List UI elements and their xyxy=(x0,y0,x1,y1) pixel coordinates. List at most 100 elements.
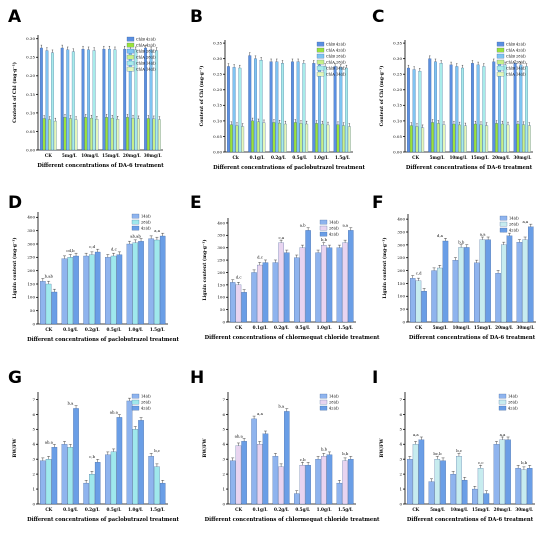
legend-label: 28(d) xyxy=(141,221,151,225)
x-tick-label: 1.5g/L xyxy=(150,507,165,512)
legend-label: ChlA 28(d) xyxy=(506,61,526,65)
bar xyxy=(336,124,340,153)
bar xyxy=(521,469,527,505)
bar xyxy=(348,230,354,323)
bar xyxy=(315,459,321,505)
panel-letter: F xyxy=(372,193,384,213)
legend-label: ChlB 14(d) xyxy=(136,62,156,66)
significance-label: a,b xyxy=(300,222,306,227)
panel-a: A 0.00 0.05 0.10 0.15 0.20 0.25 0.30 CK 5mg/L 10mg… xyxy=(8,7,164,169)
bar xyxy=(522,124,526,153)
bar xyxy=(407,459,413,505)
legend-swatch xyxy=(126,36,135,42)
legend-label: ChlA 28(d) xyxy=(136,56,156,60)
bar xyxy=(452,123,456,153)
y-tick-label: 400 xyxy=(27,215,35,220)
legend-swatch xyxy=(131,393,140,399)
y-tick-label: 4 xyxy=(32,442,35,447)
x-tick-label: 0.1g/L xyxy=(63,327,78,332)
bar xyxy=(278,122,282,153)
bar xyxy=(418,70,422,153)
y-tick-label: 0.00 xyxy=(213,149,222,154)
legend: 14(d) 28(d) 42(d) xyxy=(499,215,519,233)
bar xyxy=(278,466,284,505)
x-axis-title: Different concentrations of DA-6 treatme… xyxy=(37,163,164,169)
x-tick-label: CK xyxy=(235,325,242,330)
x-tick-label: 20mg/L xyxy=(494,507,512,512)
x-tick-label: 0.5g/L xyxy=(292,155,307,160)
bar xyxy=(476,64,480,153)
y-tick-label: 3 xyxy=(222,457,225,462)
bar xyxy=(442,124,446,153)
y-axis-title: Lignin content (mg·g⁻¹) xyxy=(381,237,388,298)
x-axis-title: Different concentrations of chlormequat … xyxy=(205,517,380,523)
bar xyxy=(284,252,290,323)
legend-label: ChlB 14(d) xyxy=(506,67,526,71)
legend-label: ChlA 14(d) xyxy=(136,68,156,72)
bar xyxy=(434,61,437,153)
significance-label: a,a xyxy=(413,432,419,437)
bar xyxy=(527,125,531,153)
bar xyxy=(482,66,486,153)
bar xyxy=(272,262,279,323)
significance-label: a,a xyxy=(257,411,263,416)
bar xyxy=(235,445,242,505)
legend-label: 42(d) xyxy=(329,407,339,411)
y-tick-label: 6 xyxy=(222,412,225,417)
x-axis-title: Different concentrations of paclobutrazo… xyxy=(27,337,179,343)
legend-label: 28(d) xyxy=(329,401,339,405)
bar xyxy=(83,482,89,505)
legend: 14(d) 28(d) 42(d) xyxy=(131,213,151,231)
legend-swatch xyxy=(131,225,140,231)
x-tick-label: 30mg/L xyxy=(513,155,531,160)
y-tick-label: 0.35 xyxy=(213,41,222,46)
bar xyxy=(238,67,242,153)
legend-label: ChlB 42(d) xyxy=(506,43,526,47)
y-axis-title: Lignin content (mg·g⁻¹) xyxy=(201,239,208,300)
bar xyxy=(110,451,117,505)
legend-label: ChlA 14(d) xyxy=(506,73,526,77)
bar xyxy=(248,55,252,153)
bar xyxy=(326,124,330,153)
x-tick-label: 0.2g/L xyxy=(85,507,100,512)
bar xyxy=(479,124,483,153)
bar xyxy=(116,417,123,505)
y-tick-label: 5 xyxy=(32,427,35,432)
y-tick-label: 0.15 xyxy=(393,103,402,108)
x-tick-label: 0.2g/L xyxy=(271,155,286,160)
bar xyxy=(262,433,269,505)
bar xyxy=(431,122,435,153)
bar xyxy=(305,230,311,323)
bar xyxy=(159,482,166,505)
legend-label: ChlB 42(d) xyxy=(326,43,346,47)
panel-i: I 0 1 2 3 4 5 6 7 CK a,a 5mg/L bc,b 10mg/L b,c 15mg/L c,… xyxy=(372,368,535,523)
bar xyxy=(515,468,521,505)
legend-swatch xyxy=(498,393,507,399)
significance-label: a,a xyxy=(522,219,528,224)
bar xyxy=(105,257,111,325)
y-tick-label: 7 xyxy=(222,397,225,402)
bar xyxy=(485,239,491,323)
bar xyxy=(48,119,52,151)
y-tick-label: 200 xyxy=(397,268,405,273)
bar xyxy=(158,119,161,151)
x-tick-label: CK xyxy=(45,153,52,158)
bar xyxy=(126,243,133,325)
bar xyxy=(110,117,114,151)
x-tick-label: 0.5g/L xyxy=(106,327,121,332)
bar xyxy=(241,441,247,505)
x-tick-label: 15mg/L xyxy=(474,325,492,330)
x-tick-label: 5mg/L xyxy=(433,325,448,330)
bar xyxy=(275,61,279,153)
bar xyxy=(132,242,139,325)
bar xyxy=(294,493,300,505)
legend-swatch xyxy=(316,65,325,71)
bar xyxy=(505,439,511,505)
bar xyxy=(278,242,284,323)
bar xyxy=(89,474,95,505)
bar xyxy=(146,118,150,151)
bar xyxy=(516,123,520,153)
y-tick-label: 7 xyxy=(32,397,35,402)
x-tick-label: 15mg/L xyxy=(102,153,120,158)
bar xyxy=(230,460,236,505)
